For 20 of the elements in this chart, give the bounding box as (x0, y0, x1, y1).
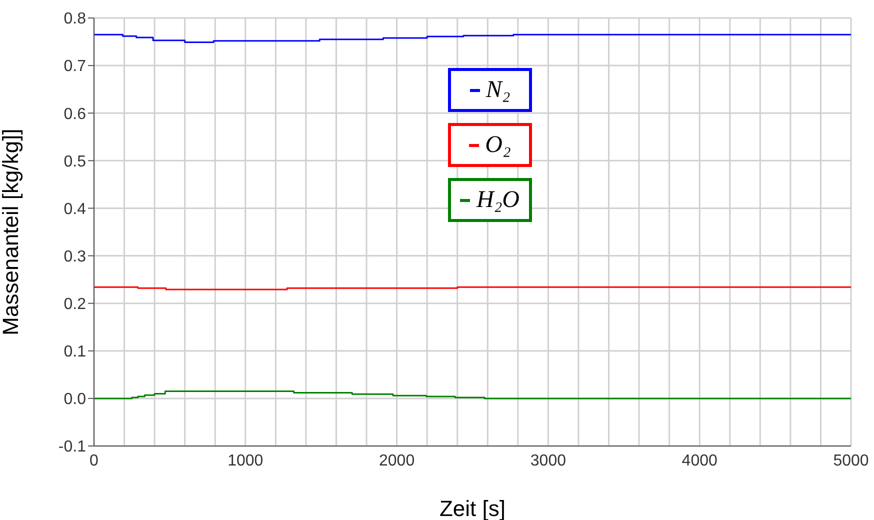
x-tick-label: 5000 (833, 452, 869, 470)
y-tick-label: 0.3 (64, 248, 86, 266)
legend-label: O₂ (485, 132, 511, 158)
y-tick-label: 0.1 (64, 344, 86, 361)
y-tick-label: 0.4 (64, 200, 86, 218)
x-tick-label: 1000 (228, 452, 264, 470)
x-tick-label: 4000 (682, 452, 718, 470)
y-tick-label: -0.1 (58, 438, 86, 456)
x-tick-label: 3000 (530, 452, 566, 470)
legend-label: H₂O (476, 186, 520, 214)
y-axis-title: Massenanteil [kg/kg]] (0, 128, 23, 336)
y-tick-label: 0.2 (64, 296, 86, 314)
y-tick-label: 0.5 (64, 153, 86, 170)
x-tick-label: 2000 (379, 452, 415, 470)
y-tick-label: 0.6 (64, 106, 86, 123)
legend-label: N₂ (486, 76, 510, 104)
y-tick-label: 0.7 (64, 58, 86, 76)
y-tick-label: 0.8 (64, 10, 86, 28)
x-tick-label: 0 (90, 452, 99, 470)
y-tick-label: 0.0 (64, 391, 86, 408)
